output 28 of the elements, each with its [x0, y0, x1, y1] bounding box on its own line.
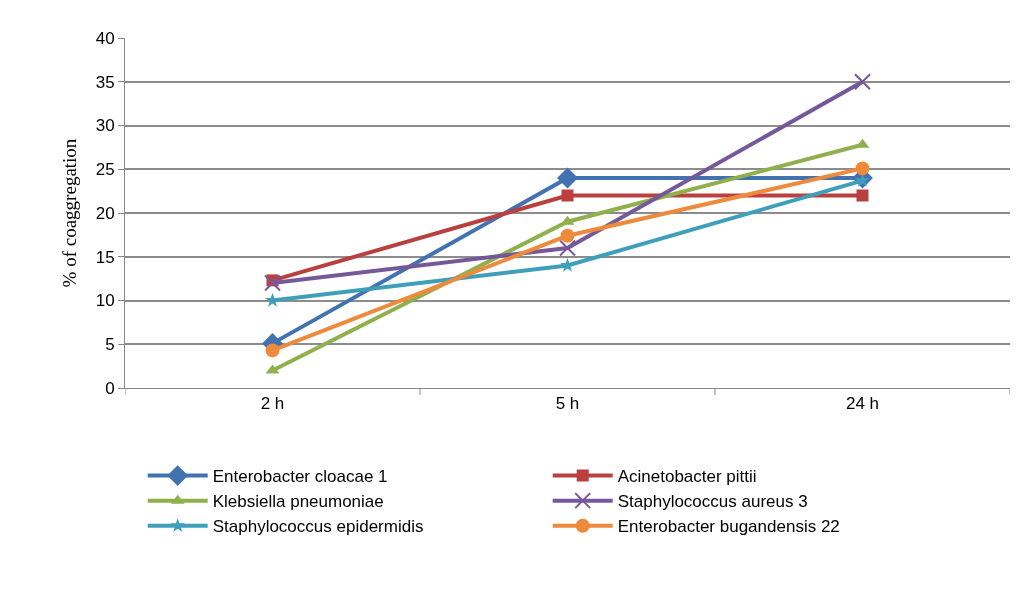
- y-tick-label: 30: [95, 116, 115, 136]
- legend-label: Enterobacter bugandensis 22: [617, 517, 840, 537]
- y-axis-title: % of coaggregation: [58, 138, 80, 288]
- point: [561, 189, 574, 202]
- point: [855, 161, 870, 176]
- y-tick-label: 40: [95, 28, 115, 48]
- legend-label: Enterobacter cloacae 1: [212, 467, 388, 487]
- point: [265, 343, 280, 358]
- point: [264, 274, 281, 292]
- y-tick-label: 15: [95, 247, 115, 267]
- point: [854, 73, 871, 91]
- legend-label: Klebsiella pneumoniae: [212, 492, 384, 512]
- y-tick-label: 0: [105, 378, 115, 398]
- legend-label: Staphylococcus aureus 3: [617, 492, 808, 512]
- y-tick-label: 25: [95, 160, 115, 180]
- y-tick-label: 10: [95, 291, 115, 311]
- point: [560, 228, 575, 243]
- x-tick-label: 2 h: [260, 394, 285, 414]
- x-tick-label: 24 h: [845, 394, 880, 414]
- y-tick-label: 5: [105, 335, 115, 355]
- point: [557, 167, 578, 189]
- legend-label: Staphylococcus epidermidis: [212, 517, 424, 537]
- legend-label: Acinetobacter pittii: [617, 467, 757, 487]
- point: [559, 239, 576, 257]
- x-tick-label: 5 h: [555, 394, 580, 414]
- point: [856, 189, 869, 202]
- y-tick-label: 20: [95, 203, 115, 223]
- y-tick-label: 35: [95, 72, 115, 92]
